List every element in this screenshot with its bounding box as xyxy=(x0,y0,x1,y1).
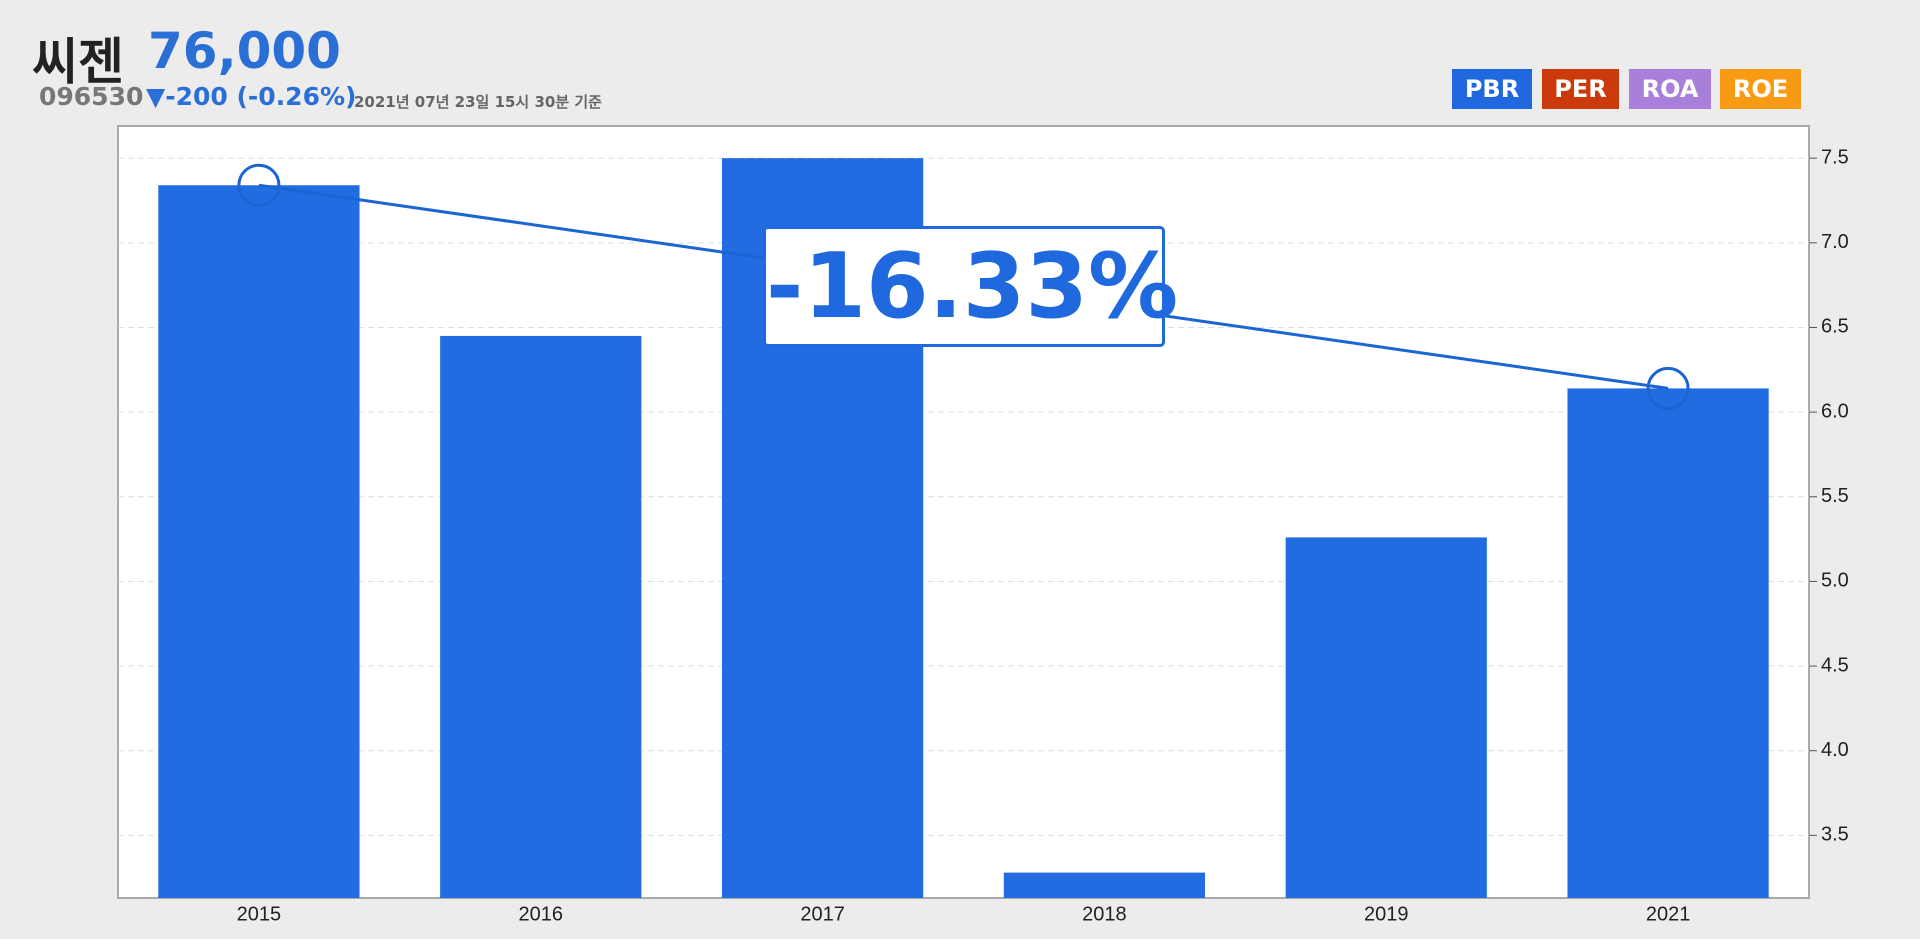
trend-point xyxy=(237,163,281,207)
y-tick-label: 5.0 xyxy=(1821,570,1849,592)
y-tick-label: 3.5 xyxy=(1821,824,1849,846)
bar xyxy=(1003,872,1206,898)
bar xyxy=(440,335,642,898)
y-tick-label: 7.5 xyxy=(1821,146,1849,168)
y-tick-label: 6.0 xyxy=(1821,400,1849,422)
x-tick-label: 2017 xyxy=(800,903,845,925)
x-tick-label: 2015 xyxy=(237,903,282,925)
y-tick-label: 7.0 xyxy=(1821,231,1849,253)
x-tick-label: 2019 xyxy=(1364,903,1409,925)
bar xyxy=(1285,537,1487,898)
y-tick-label: 4.5 xyxy=(1821,654,1849,676)
y-tick-label: 5.5 xyxy=(1821,485,1849,507)
metric-button[interactable]: PBR xyxy=(1452,69,1532,109)
price-change: ▼-200 (-0.26%) xyxy=(146,82,357,111)
price: 76,000 xyxy=(148,22,341,80)
timestamp: 2021년 07년 23일 15시 30분 기준 xyxy=(354,93,602,111)
y-tick-label: 6.5 xyxy=(1821,316,1849,338)
x-tick-label: 2018 xyxy=(1082,903,1127,925)
x-tick-label: 2021 xyxy=(1646,903,1691,925)
metric-button[interactable]: PER xyxy=(1542,69,1619,109)
stock-name: 씨젠 xyxy=(32,33,124,91)
bar xyxy=(158,185,360,898)
metric-button[interactable]: ROA xyxy=(1629,69,1711,109)
trend-point xyxy=(1646,366,1690,410)
x-tick-label: 2016 xyxy=(519,903,564,925)
annotation: -16.33% xyxy=(763,226,1178,347)
bar xyxy=(1567,388,1769,898)
metric-button[interactable]: ROE xyxy=(1720,69,1801,109)
y-tick-label: 4.0 xyxy=(1821,739,1849,761)
stock-code: 096530 xyxy=(39,82,144,111)
